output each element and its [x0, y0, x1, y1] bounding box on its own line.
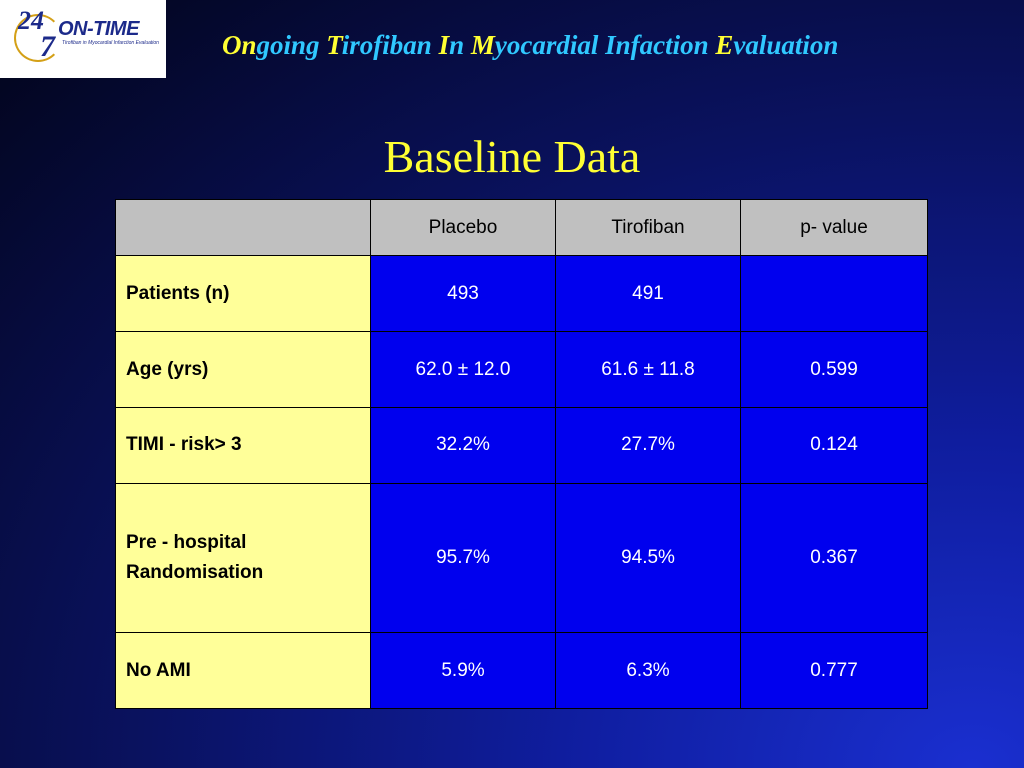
table-row: Patients (n) 493 491 — [115, 255, 928, 333]
tirofiban-cell: 491 — [555, 255, 741, 333]
row-label: TIMI - risk> 3 — [115, 407, 371, 484]
logo-name: ON-TIME — [58, 18, 139, 40]
tirofiban-cell: 61.6 ± 11.8 — [555, 331, 741, 408]
baseline-data-table: Placebo Tirofiban p- value Patients (n) … — [115, 198, 928, 709]
table-row: Age (yrs) 62.0 ± 12.0 61.6 ± 11.8 0.599 — [115, 331, 928, 408]
banner-part: E — [715, 30, 734, 60]
banner-part: M — [470, 30, 495, 60]
header-tirofiban: Tirofiban — [555, 198, 741, 257]
banner-part: n — [449, 30, 471, 60]
p-value-cell: 0.599 — [740, 331, 928, 408]
banner-part: going — [256, 30, 327, 60]
banner-part: On — [222, 30, 257, 60]
tirofiban-cell: 6.3% — [555, 632, 741, 709]
placebo-cell: 5.9% — [370, 632, 556, 709]
placebo-cell: 62.0 ± 12.0 — [370, 331, 556, 408]
banner-part: T — [326, 30, 342, 60]
p-value-cell: 0.367 — [740, 482, 928, 634]
header-placebo: Placebo — [370, 198, 556, 257]
header-empty-cell — [115, 198, 371, 257]
banner-part: yocardial Infaction — [494, 30, 716, 60]
table-row: TIMI - risk> 3 32.2% 27.7% 0.124 — [115, 407, 928, 484]
row-label: Patients (n) — [115, 255, 371, 333]
tirofiban-cell: 27.7% — [555, 407, 741, 484]
logo-subtitle: Tirofiban in Myocardial Infarction Evalu… — [62, 40, 159, 46]
p-value-cell: 0.124 — [740, 407, 928, 484]
p-value-cell: 0.777 — [740, 632, 928, 709]
trial-logo: 24 7 ON-TIME Tirofiban in Myocardial Inf… — [0, 0, 166, 78]
table-header-row: Placebo Tirofiban p- value — [115, 198, 928, 257]
banner-part: I — [438, 30, 450, 60]
row-label: Pre - hospital Randomisation — [115, 482, 371, 634]
table-row: No AMI 5.9% 6.3% 0.777 — [115, 632, 928, 709]
banner-title: Ongoing Tirofiban In Myocardial Infactio… — [222, 30, 838, 61]
slide-title: Baseline Data — [383, 131, 641, 182]
placebo-cell: 32.2% — [370, 407, 556, 484]
row-label: No AMI — [115, 632, 371, 709]
p-value-cell — [740, 255, 928, 333]
tirofiban-cell: 94.5% — [555, 482, 741, 634]
clock-ring-icon — [14, 14, 62, 62]
table-row: Pre - hospital Randomisation 95.7% 94.5%… — [115, 482, 928, 634]
placebo-cell: 493 — [370, 255, 556, 333]
logo-number-24: 24 — [18, 6, 44, 35]
banner-part: valuation — [733, 30, 839, 60]
logo-number-7: 7 — [40, 30, 55, 63]
placebo-cell: 95.7% — [370, 482, 556, 634]
header-p-value: p- value — [740, 198, 928, 257]
row-label: Age (yrs) — [115, 331, 371, 408]
banner-part: irofiban — [341, 30, 439, 60]
